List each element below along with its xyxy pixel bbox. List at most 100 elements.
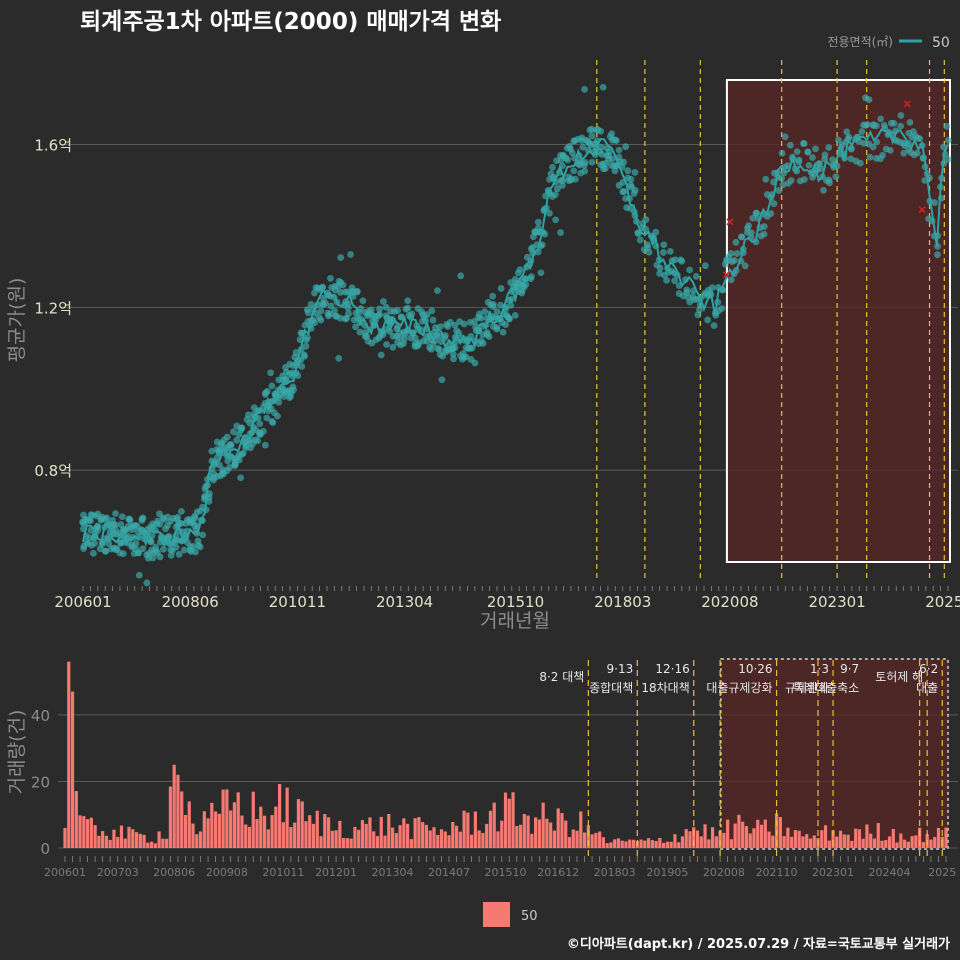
- volume-bar: [616, 838, 621, 848]
- price-point: [383, 341, 390, 348]
- price-point: [497, 285, 505, 292]
- price-point: [174, 513, 182, 521]
- volume-panel: 0 20 40 8·2 대책 9·13 종합대책 12·16 18차대책 10·26 대출규제강화…: [6, 658, 958, 879]
- price-point: [847, 144, 855, 152]
- volume-bar: [944, 827, 948, 848]
- price-point: [906, 118, 914, 126]
- volume-bar: [703, 824, 707, 848]
- price-point: [471, 359, 479, 367]
- volume-bar: [801, 836, 805, 848]
- volume-bar: [500, 820, 504, 848]
- price-point: [551, 191, 559, 199]
- price-point: [148, 532, 156, 540]
- price-point: [196, 543, 204, 551]
- volume-bar: [835, 836, 839, 848]
- volume-bar: [315, 810, 319, 848]
- price-point: [892, 127, 900, 135]
- volume-bar: [842, 834, 846, 848]
- price-point: [666, 248, 674, 255]
- volume-x-tick-label: 201905: [646, 866, 688, 879]
- price-point: [760, 230, 768, 238]
- volume-bar: [929, 839, 933, 848]
- volume-bar: [808, 838, 813, 848]
- price-point: [636, 236, 644, 244]
- price-point: [389, 343, 397, 351]
- price-point: [601, 165, 609, 173]
- price-point: [611, 167, 619, 175]
- volume-bar: [899, 833, 903, 848]
- volume-x-tick-label: 202110: [756, 866, 798, 879]
- price-point: [377, 351, 385, 359]
- volume-bar: [782, 836, 786, 848]
- price-point: [933, 251, 941, 259]
- price-point: [572, 175, 579, 183]
- policy-annotation-label: 대출규제강화: [706, 681, 772, 695]
- volume-bar: [293, 822, 297, 848]
- price-point: [331, 307, 338, 315]
- volume-bar: [74, 791, 78, 848]
- price-point: [215, 461, 223, 469]
- volume-bar: [357, 829, 361, 848]
- price-point: [317, 316, 325, 324]
- volume-bar: [477, 830, 481, 848]
- volume-bar: [85, 819, 90, 848]
- price-point: [631, 169, 639, 176]
- volume-x-tick-label: 201803: [594, 866, 636, 879]
- volume-bar: [507, 798, 511, 848]
- volume-bar: [537, 819, 541, 848]
- price-point: [692, 272, 700, 280]
- volume-bar: [726, 819, 730, 848]
- price-point: [290, 386, 297, 394]
- volume-bar: [116, 837, 120, 848]
- price-point: [175, 550, 183, 558]
- volume-bar: [722, 832, 726, 848]
- price-point: [341, 315, 349, 323]
- price-point: [356, 328, 364, 336]
- price-point: [489, 303, 497, 310]
- volume-bar: [567, 837, 572, 848]
- price-point: [244, 411, 252, 419]
- volume-bar: [884, 840, 888, 848]
- volume-bar: [598, 831, 602, 848]
- volume-bar: [854, 828, 858, 848]
- price-point: [704, 316, 712, 324]
- volume-bar: [771, 835, 775, 848]
- price-point: [527, 273, 535, 281]
- volume-bar: [101, 831, 105, 848]
- volume-bar: [936, 827, 941, 848]
- price-point: [588, 158, 596, 166]
- volume-bar: [639, 839, 643, 848]
- policy-annotation-label: 18차대책: [641, 680, 689, 695]
- volume-bar: [575, 830, 579, 848]
- policy-annotation-date: 10·26: [738, 662, 772, 676]
- volume-bar: [387, 814, 391, 848]
- policy-annotation-date: 9·13: [607, 662, 634, 676]
- volume-bar: [232, 802, 237, 848]
- volume-bar: [379, 816, 383, 848]
- price-point: [660, 241, 668, 249]
- volume-bar: [485, 823, 489, 848]
- volume-bar: [247, 826, 252, 848]
- volume-bar: [149, 841, 154, 848]
- price-point: [304, 334, 311, 342]
- volume-x-tick-label: 201011: [262, 866, 304, 879]
- price-point: [877, 115, 885, 123]
- volume-bar: [157, 831, 161, 848]
- volume-bar: [793, 830, 798, 848]
- price-point: [489, 292, 497, 300]
- price-x-tick-label: 201304: [376, 593, 433, 611]
- price-point: [119, 550, 127, 558]
- price-point: [450, 355, 457, 363]
- price-point: [292, 349, 300, 356]
- policy-annotation-label: 특례대출축소: [793, 681, 859, 695]
- price-point: [931, 199, 939, 207]
- price-point: [609, 155, 616, 163]
- price-point: [581, 159, 589, 166]
- volume-bar: [481, 832, 485, 848]
- volume-bar: [631, 839, 636, 848]
- price-point: [557, 229, 564, 236]
- volume-bar: [613, 839, 617, 848]
- price-point: [809, 154, 816, 161]
- volume-bar: [409, 839, 413, 848]
- price-point: [239, 449, 247, 457]
